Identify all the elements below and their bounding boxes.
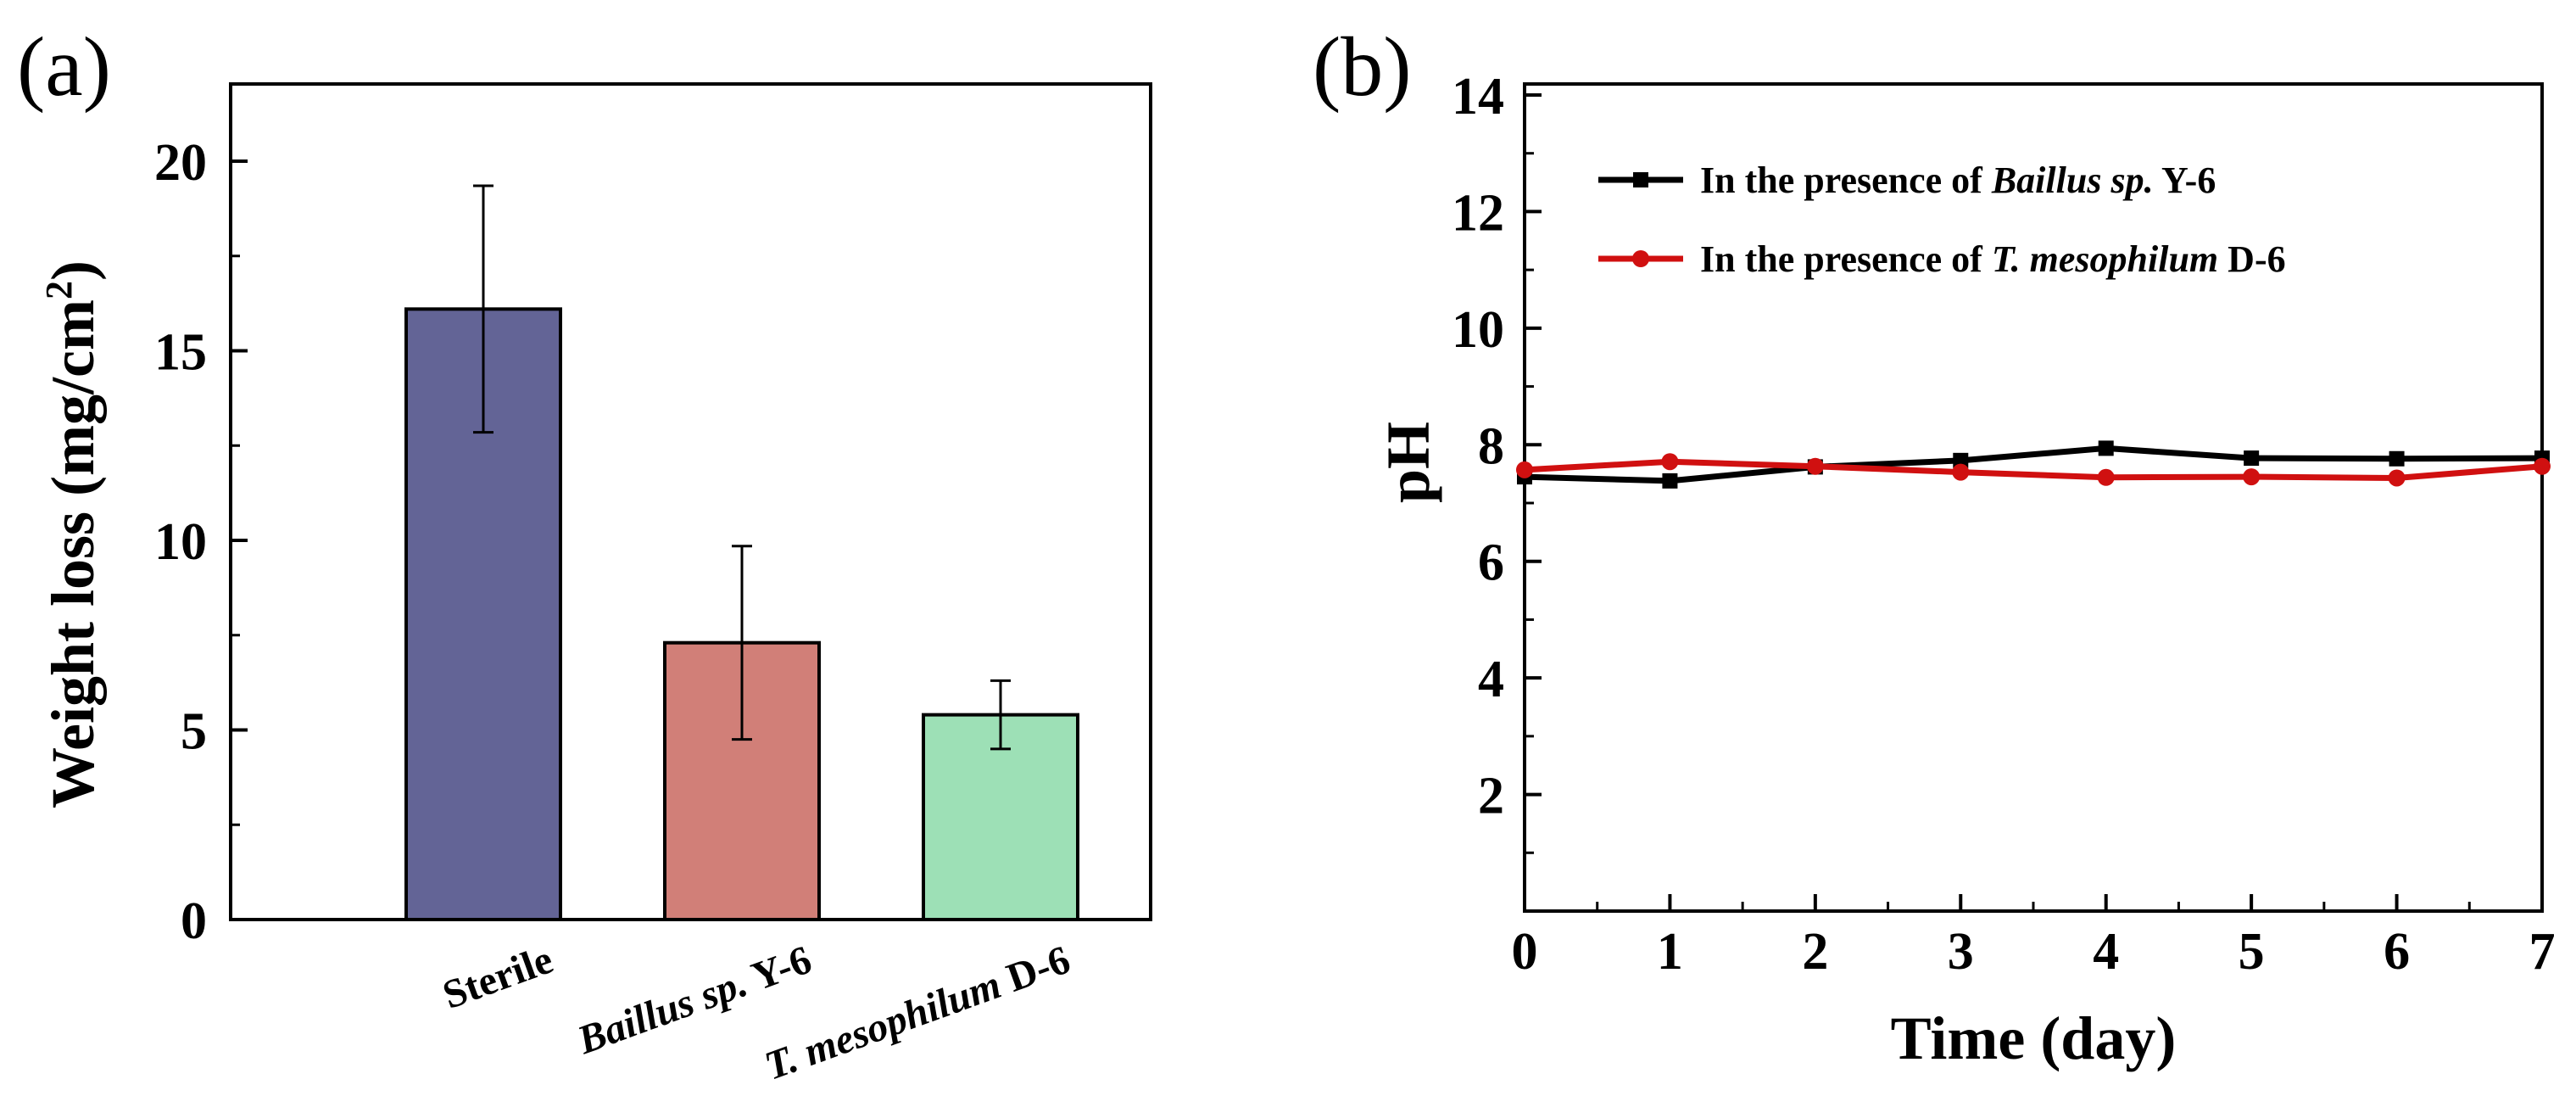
x-tick-label: 7 <box>2529 923 2556 981</box>
x-tick-label: 3 <box>1948 923 1974 981</box>
legend-text: Y-6 <box>2154 159 2216 201</box>
legend-text: In the presence of <box>1700 238 1992 280</box>
legend-text-italic: Baillus sp. <box>1991 159 2154 201</box>
data-point <box>1953 452 1969 468</box>
category-text: Sterile <box>437 937 558 1018</box>
x-tick-label: 2 <box>1802 923 1828 981</box>
y-tick-label: 8 <box>1478 417 1504 475</box>
data-point <box>2389 450 2405 467</box>
y-tick-label: 12 <box>1452 184 1504 242</box>
legend: In the presence of Baillus sp. Y-6In the… <box>1598 159 2286 280</box>
data-point <box>2098 440 2114 456</box>
plot-frame <box>1523 82 2544 913</box>
series-group <box>1516 440 2551 489</box>
y-axis-title-main: Weight loss (mg/cm <box>39 299 107 808</box>
y-tick-label: 2 <box>1478 768 1504 825</box>
category-text: D-6 <box>991 937 1076 1004</box>
error-bar-group <box>473 184 1011 751</box>
legend-text: D-6 <box>2218 238 2285 280</box>
panel-label-a: (a) <box>17 20 111 114</box>
y-tick-label: 15 <box>154 324 207 382</box>
series-line <box>1524 458 2543 481</box>
y-axis-ticks: 2 4 6 8 10 12 14 <box>1452 68 1542 854</box>
bar-chart-panel: (a) 0 5 10 15 20 Sterile Baillus sp. Y-6T. me… <box>17 20 1152 1089</box>
legend-label: In the presence of Baillus sp. Y-6 <box>1700 159 2216 201</box>
x-axis-title: Time (day) <box>1891 1004 2177 1072</box>
panel-label-b: (b) <box>1313 20 1412 114</box>
legend-label: In the presence of T. mesophilum D-6 <box>1700 238 2286 280</box>
data-point <box>1662 473 1678 489</box>
data-point <box>1952 463 1970 481</box>
data-point <box>2244 450 2260 467</box>
data-point <box>2534 457 2551 475</box>
legend-marker <box>1633 172 1648 187</box>
y-tick-label: 6 <box>1478 534 1504 592</box>
data-point <box>1661 453 1679 471</box>
legend-text-italic: T. mesophilum <box>1992 238 2218 280</box>
y-axis-title-close: ) <box>39 260 107 281</box>
y-tick-label: 10 <box>1452 301 1504 359</box>
y-tick-label: 4 <box>1478 651 1504 708</box>
x-tick-label: 6 <box>2384 923 2410 981</box>
data-point <box>2243 468 2261 486</box>
y-axis-title-superscript: 2 <box>38 281 80 299</box>
data-point <box>1516 461 1533 478</box>
legend-marker <box>1632 250 1649 267</box>
data-point <box>2097 468 2115 486</box>
x-tick-label: 1 <box>1657 923 1683 981</box>
category-text: Y-6 <box>738 937 817 1003</box>
y-axis-ticks: 0 5 10 15 20 <box>154 134 248 950</box>
data-point <box>2388 469 2406 487</box>
plot-frame <box>229 82 1152 921</box>
x-axis-ticks: 0 1 2 3 4 5 6 7 <box>1512 894 2556 981</box>
y-tick-label: 5 <box>181 703 207 761</box>
y-axis-title: Weight loss (mg/cm2) <box>38 260 107 808</box>
x-tick-label: 5 <box>2239 923 2265 981</box>
y-tick-label: 20 <box>154 134 207 192</box>
x-tick-label: 4 <box>2093 923 2119 981</box>
x-category-label: Sterile <box>437 937 558 1018</box>
y-tick-label: 0 <box>181 892 207 950</box>
y-tick-label: 10 <box>154 513 207 571</box>
series-line <box>1524 445 2543 484</box>
y-axis-title: pH <box>1374 422 1442 503</box>
data-point <box>1806 457 1824 475</box>
category-text-italic: Baillus sp. <box>572 960 754 1063</box>
y-tick-label: 14 <box>1452 68 1504 126</box>
x-tick-label: 0 <box>1512 923 1538 981</box>
legend-text: In the presence of <box>1700 159 1992 201</box>
x-axis-category-labels: Sterile Baillus sp. Y-6T. mesophilum D-6 <box>437 937 1075 1089</box>
